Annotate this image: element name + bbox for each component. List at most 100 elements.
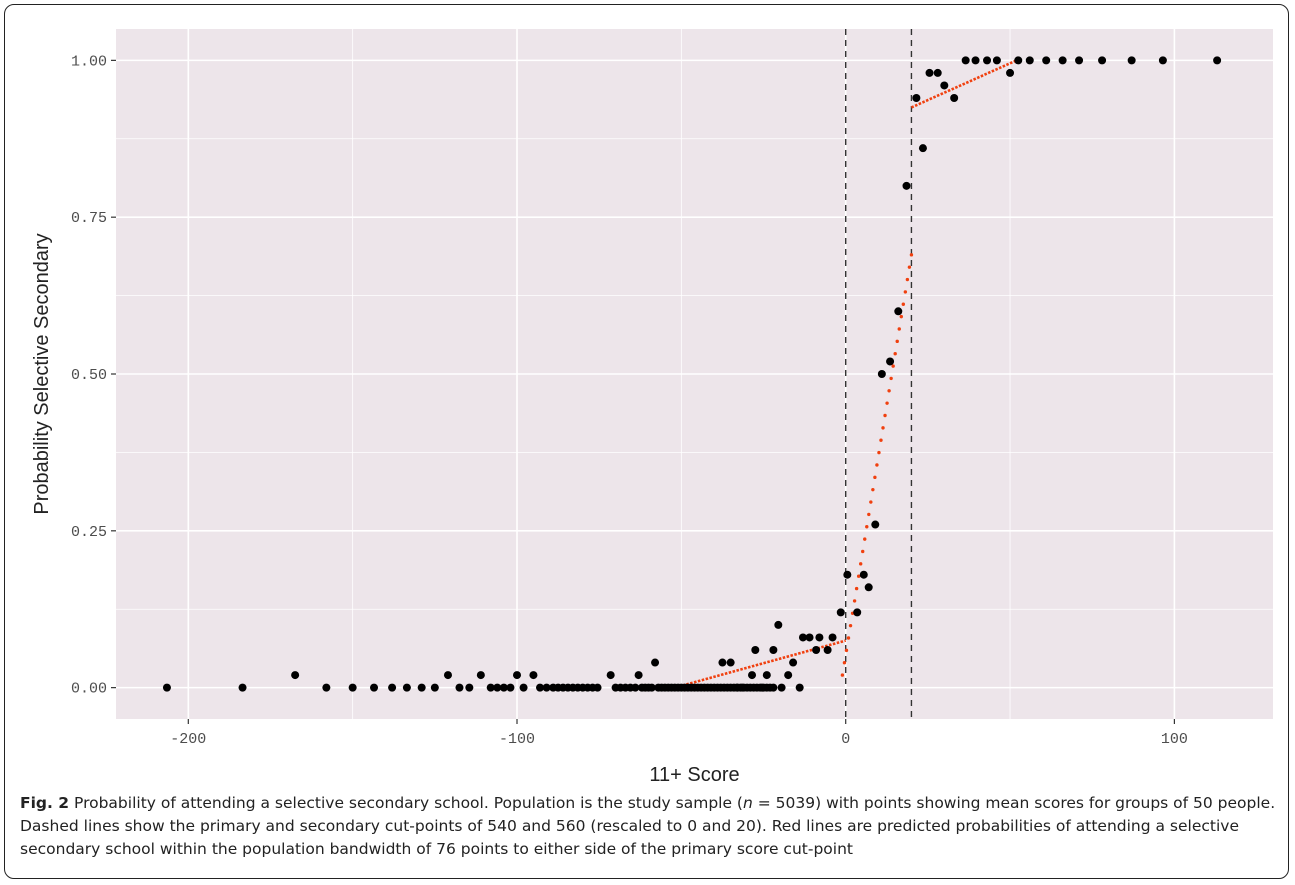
data-point bbox=[795, 683, 804, 692]
fit-lines bbox=[674, 59, 1018, 689]
fit-transition-dot bbox=[856, 574, 861, 578]
data-point bbox=[322, 683, 331, 692]
fit-transition-dot bbox=[861, 549, 865, 554]
data-point bbox=[877, 370, 886, 378]
data-point bbox=[918, 144, 927, 153]
fit-transition-dot bbox=[893, 352, 897, 356]
data-point bbox=[902, 181, 911, 190]
data-point bbox=[738, 683, 747, 692]
fit-transition-dot bbox=[846, 636, 851, 640]
data-point bbox=[757, 683, 766, 692]
data-point bbox=[631, 683, 640, 692]
figure-caption: Fig. 2 Probability of attending a select… bbox=[20, 792, 1282, 861]
data-point bbox=[1098, 56, 1107, 65]
data-point bbox=[812, 646, 821, 654]
data-point bbox=[238, 683, 247, 692]
data-point bbox=[1014, 56, 1023, 65]
y-tick-label: 1.00 bbox=[71, 53, 107, 70]
data-point bbox=[162, 683, 171, 692]
data-point bbox=[751, 646, 760, 654]
data-point bbox=[443, 671, 452, 680]
data-point bbox=[784, 671, 793, 680]
caption-n-variable: n bbox=[742, 794, 753, 812]
data-point bbox=[1075, 56, 1084, 65]
data-point bbox=[651, 658, 660, 667]
data-point bbox=[992, 56, 1001, 65]
data-point bbox=[925, 68, 934, 77]
data-point bbox=[836, 608, 845, 617]
data-point bbox=[430, 683, 439, 692]
data-point bbox=[971, 56, 980, 65]
data-point bbox=[634, 671, 643, 680]
data-point bbox=[718, 658, 727, 667]
data-point bbox=[912, 94, 921, 102]
data-point bbox=[499, 683, 508, 692]
data-point bbox=[933, 68, 942, 77]
x-tick-label: -100 bbox=[499, 731, 535, 748]
data-point bbox=[1042, 56, 1051, 65]
fit-transition-dot bbox=[907, 265, 912, 269]
fit-transition-dot bbox=[903, 290, 908, 294]
data-point bbox=[1127, 56, 1136, 65]
figure-label: Fig. 2 bbox=[20, 794, 70, 812]
fit-transition-dot bbox=[909, 253, 914, 257]
x-tick-label: -200 bbox=[170, 731, 206, 748]
data-point bbox=[864, 583, 873, 592]
fit-transition-dot bbox=[879, 438, 883, 442]
data-point bbox=[388, 683, 397, 692]
data-point bbox=[348, 683, 357, 692]
data-point bbox=[769, 683, 778, 692]
data-point bbox=[805, 633, 814, 642]
data-point bbox=[789, 658, 798, 667]
y-tick-label: 0.50 bbox=[71, 367, 107, 384]
fit-transition-dot bbox=[883, 413, 887, 418]
data-point bbox=[493, 683, 502, 692]
data-point bbox=[647, 683, 656, 692]
data-point bbox=[886, 357, 895, 366]
data-point bbox=[455, 683, 464, 692]
data-point bbox=[1158, 56, 1167, 65]
fit-transition-dot bbox=[899, 314, 903, 319]
fit-transition-dot bbox=[891, 364, 895, 368]
data-point bbox=[529, 671, 538, 680]
cut-point-lines bbox=[844, 29, 913, 719]
data-point bbox=[894, 307, 903, 316]
scatter-chart: 0.00 0.25 0.50 0.75 1.00 -200 -100 0 100 11+ Sc… bbox=[31, 29, 1273, 786]
y-tick-label: 0.75 bbox=[71, 210, 107, 227]
data-point bbox=[748, 671, 757, 680]
caption-text-1: Probability of attending a selective sec… bbox=[69, 794, 743, 812]
data-point bbox=[370, 683, 379, 692]
y-axis-title: Probability Selective Secondary bbox=[31, 233, 53, 514]
data-point bbox=[1025, 56, 1034, 65]
data-point bbox=[536, 683, 545, 692]
data-point bbox=[606, 671, 615, 680]
data-points bbox=[162, 56, 1222, 692]
fit-transition-dot bbox=[844, 648, 849, 653]
data-point bbox=[762, 671, 771, 680]
data-point bbox=[1006, 68, 1015, 77]
data-point bbox=[1213, 56, 1222, 65]
fit-line-segment bbox=[910, 59, 1018, 109]
x-axis-title: 11+ Score bbox=[649, 764, 739, 786]
fit-transition-dot bbox=[885, 401, 889, 405]
data-point bbox=[513, 671, 522, 680]
data-point bbox=[871, 520, 880, 529]
fit-transition-dot bbox=[897, 327, 901, 331]
data-point bbox=[815, 633, 824, 642]
fit-transition-dot bbox=[852, 599, 857, 603]
fit-transition-dot bbox=[895, 339, 899, 344]
fit-transition-dot bbox=[873, 475, 877, 480]
caption-text-2: = 5039) with points showing mean scores … bbox=[20, 794, 1276, 858]
data-point bbox=[774, 620, 783, 629]
y-axis-ticks: 0.00 0.25 0.50 0.75 1.00 bbox=[71, 53, 116, 698]
fit-transition-dot bbox=[905, 277, 910, 282]
fit-transition-dot bbox=[865, 525, 869, 529]
data-point bbox=[291, 671, 300, 680]
data-point bbox=[961, 56, 970, 65]
data-point bbox=[402, 683, 411, 692]
data-point bbox=[823, 646, 832, 654]
fit-transition-dot bbox=[877, 450, 881, 455]
data-point bbox=[950, 94, 959, 102]
data-point bbox=[593, 683, 602, 692]
data-point bbox=[542, 683, 551, 692]
